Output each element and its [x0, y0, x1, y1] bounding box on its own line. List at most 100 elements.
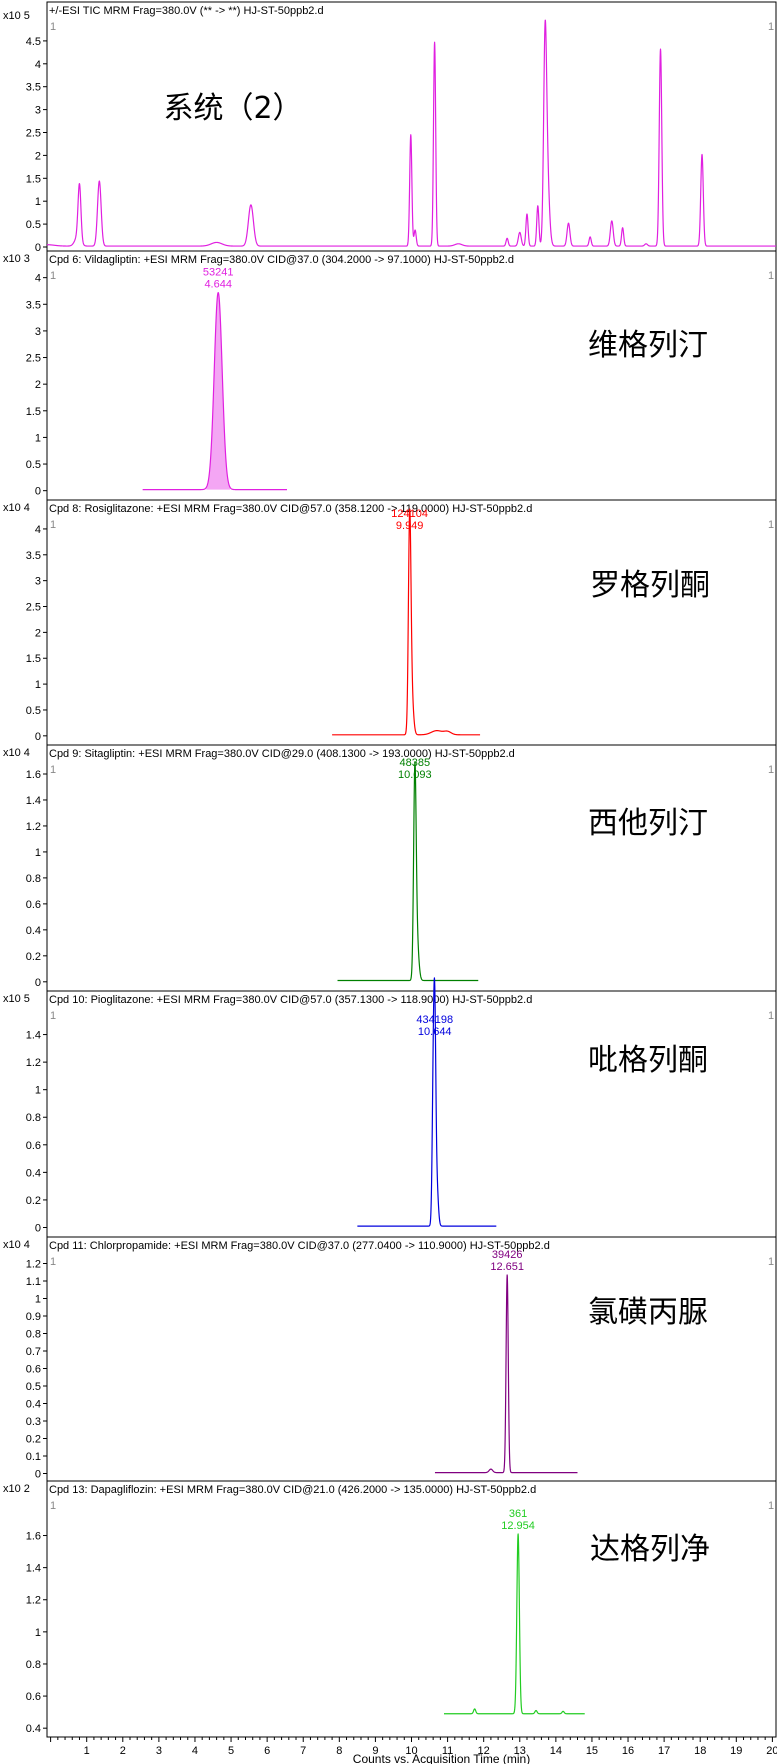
y-tick-label: 0.2 — [26, 1195, 41, 1207]
chromatogram-panel-5: Cpd 10: Pioglitazone: +ESI MRM Frag=380.… — [3, 977, 777, 1238]
signal-trace — [434, 1274, 578, 1474]
x-tick-label: 20 — [766, 1745, 777, 1757]
peak-area-label: 53241 — [203, 267, 234, 279]
y-tick-label: 0.6 — [26, 1364, 41, 1376]
y-tick-label: 0.5 — [26, 705, 41, 717]
y-tick-label: 1.2 — [26, 821, 41, 833]
y-tick-label: 0.5 — [26, 1381, 41, 1393]
corner-label-left: 1 — [50, 764, 56, 776]
peak-rt-label: 10.644 — [418, 1026, 452, 1038]
y-tick-label: 0 — [35, 977, 41, 989]
peak-rt-label: 9.949 — [396, 520, 424, 532]
y-tick-label: 0.5 — [26, 459, 41, 471]
panel-header: Cpd 11: Chlorpropamide: +ESI MRM Frag=38… — [49, 1240, 550, 1252]
y-tick-label: 0.6 — [26, 1691, 41, 1703]
peak-area-label: 124104 — [391, 508, 428, 520]
y-tick-label: 3.5 — [26, 550, 41, 562]
x-tick-label: 6 — [264, 1745, 270, 1757]
y-tick-label: 1.5 — [26, 406, 41, 418]
panel-scale-label: x10 4 — [3, 747, 30, 759]
y-tick-label: 0.8 — [26, 1659, 41, 1671]
corner-label-right: 1 — [768, 1500, 774, 1512]
y-tick-label: 1.4 — [26, 1030, 41, 1042]
x-tick-label: 3 — [156, 1745, 162, 1757]
y-tick-label: 1.2 — [26, 1259, 41, 1271]
chromatogram-panel-2: Cpd 6: Vildagliptin: +ESI MRM Frag=380.0… — [3, 250, 777, 501]
panel-header: +/-ESI TIC MRM Frag=380.0V (** -> **) HJ… — [49, 5, 324, 17]
y-tick-label: 3.5 — [26, 82, 41, 94]
y-tick-label: 2 — [35, 627, 41, 639]
y-tick-label: 0 — [35, 242, 41, 254]
x-tick-label: 8 — [336, 1745, 342, 1757]
y-tick-label: 1 — [35, 196, 41, 208]
compound-annotation: 维格列汀 — [588, 328, 708, 363]
y-tick-label: 1 — [35, 1627, 41, 1639]
y-tick-label: 0.8 — [26, 873, 41, 885]
y-tick-label: 0.4 — [26, 1167, 41, 1179]
corner-label-left: 1 — [50, 1256, 56, 1268]
y-tick-label: 2.5 — [26, 353, 41, 365]
x-tick-label: 17 — [658, 1745, 670, 1757]
signal-trace — [443, 1533, 586, 1715]
y-tick-label: 1.2 — [26, 1595, 41, 1607]
compound-annotation: 西他列汀 — [588, 806, 708, 841]
x-tick-label: 15 — [586, 1745, 598, 1757]
y-tick-label: 0 — [35, 486, 41, 498]
peak-area-label: 361 — [509, 1508, 527, 1520]
y-tick-label: 3 — [35, 326, 41, 338]
corner-label-right: 1 — [768, 270, 774, 282]
peak-area-label: 434198 — [416, 1014, 453, 1026]
y-tick-label: 0.8 — [26, 1329, 41, 1341]
peak-rt-label: 12.954 — [501, 1520, 535, 1532]
y-tick-label: 0.6 — [26, 899, 41, 911]
x-tick-label: 7 — [300, 1745, 306, 1757]
compound-annotation: 达格列净 — [590, 1532, 710, 1567]
x-tick-label: 5 — [228, 1745, 234, 1757]
corner-label-right: 1 — [768, 1256, 774, 1268]
y-tick-label: 0.4 — [26, 1399, 41, 1411]
x-tick-label: 19 — [730, 1745, 742, 1757]
x-tick-label: 2 — [120, 1745, 126, 1757]
x-tick-label: 10 — [405, 1745, 417, 1757]
panel-header: Cpd 6: Vildagliptin: +ESI MRM Frag=380.0… — [49, 254, 514, 266]
y-tick-label: 0.5 — [26, 219, 41, 231]
x-tick-label: 16 — [622, 1745, 634, 1757]
y-tick-label: 1.1 — [26, 1276, 41, 1288]
corner-label-left: 1 — [50, 1010, 56, 1022]
y-tick-label: 0.9 — [26, 1311, 41, 1323]
panel-header: Cpd 9: Sitagliptin: +ESI MRM Frag=380.0V… — [49, 748, 515, 760]
y-tick-label: 3 — [35, 576, 41, 588]
compound-annotation: 系统（2） — [163, 91, 302, 126]
y-tick-label: 0.7 — [26, 1346, 41, 1358]
y-tick-label: 0.2 — [26, 951, 41, 963]
peak-rt-label: 10.093 — [398, 769, 432, 781]
y-tick-label: 1.5 — [26, 653, 41, 665]
x-tick-label: 12 — [478, 1745, 490, 1757]
peak-area-label: 48385 — [400, 757, 431, 769]
y-tick-label: 0.4 — [26, 925, 41, 937]
y-tick-label: 2.5 — [26, 602, 41, 614]
panel-frame — [46, 990, 777, 1238]
corner-label-left: 1 — [50, 270, 56, 282]
y-tick-label: 0 — [35, 1222, 41, 1234]
corner-label-right: 1 — [768, 519, 774, 531]
y-tick-label: 1 — [35, 1294, 41, 1306]
signal-trace — [142, 291, 288, 491]
corner-label-right: 1 — [768, 1010, 774, 1022]
panel-frame — [46, 1236, 777, 1482]
corner-label-left: 1 — [50, 519, 56, 531]
y-tick-label: 0 — [35, 731, 41, 743]
panel-frame — [46, 1480, 777, 1738]
y-tick-label: 0.3 — [26, 1416, 41, 1428]
corner-label-right: 1 — [768, 764, 774, 776]
y-tick-label: 1.6 — [26, 1531, 41, 1543]
signal-trace — [331, 508, 481, 736]
peak-area-label: 39426 — [492, 1249, 523, 1261]
chromatogram-panel-7: Cpd 13: Dapagliflozin: +ESI MRM Frag=380… — [3, 1480, 777, 1738]
y-tick-label: 3.5 — [26, 299, 41, 311]
y-tick-label: 4 — [35, 524, 41, 536]
x-tick-label: 1 — [84, 1745, 90, 1757]
